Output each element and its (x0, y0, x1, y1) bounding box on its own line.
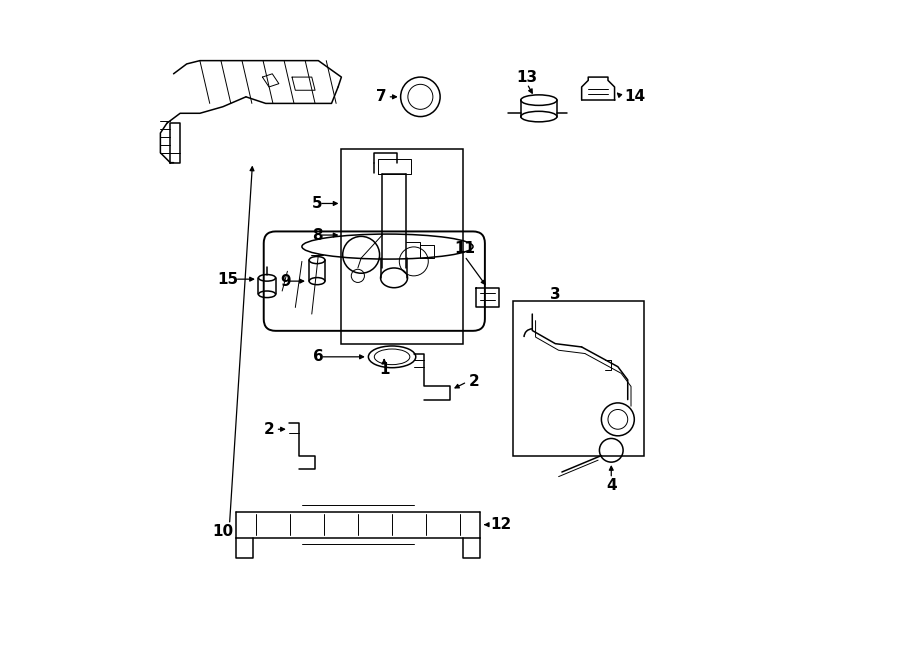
Text: 7: 7 (375, 89, 386, 104)
Text: 10: 10 (212, 524, 233, 539)
Text: 4: 4 (606, 478, 616, 492)
Text: 11: 11 (454, 241, 475, 256)
Text: 2: 2 (468, 374, 479, 389)
Text: 13: 13 (517, 69, 537, 85)
Text: 6: 6 (313, 349, 324, 364)
Text: 12: 12 (491, 517, 512, 532)
Text: 3: 3 (550, 287, 561, 302)
Text: 15: 15 (217, 272, 239, 287)
Text: 2: 2 (264, 422, 274, 437)
Text: 8: 8 (311, 227, 322, 243)
Bar (512, 301, 644, 455)
Text: 1: 1 (379, 362, 390, 377)
Text: 5: 5 (311, 196, 322, 211)
Bar (341, 149, 464, 344)
Text: 14: 14 (625, 89, 645, 104)
Text: 9: 9 (280, 274, 291, 289)
